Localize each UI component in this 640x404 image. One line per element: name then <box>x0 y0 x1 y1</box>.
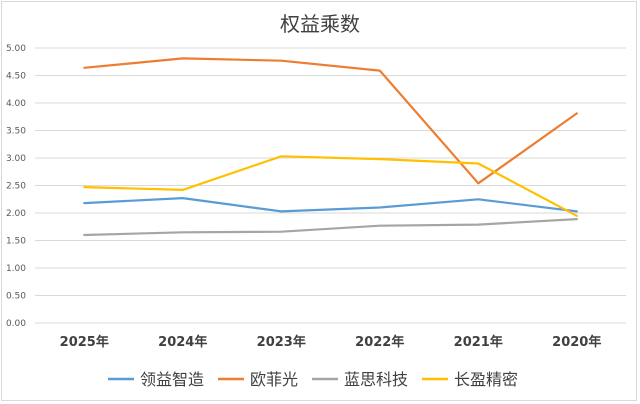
series-line <box>83 155 578 217</box>
y-tick-label: 2.00 <box>6 209 26 219</box>
legend-label: 欧菲光 <box>250 370 298 389</box>
y-tick-label: 3.50 <box>6 127 26 137</box>
x-tick-label: 2025年 <box>60 334 109 350</box>
y-tick-label: 3.00 <box>6 154 26 164</box>
series-line <box>83 218 578 237</box>
x-tick-label: 2021年 <box>454 334 503 350</box>
legend-label: 长盈精密 <box>454 370 518 389</box>
y-tick-label: 1.00 <box>6 264 26 274</box>
y-tick-label: 4.00 <box>6 99 26 109</box>
y-tick-label: 1.50 <box>6 237 26 247</box>
x-tick-label: 2023年 <box>257 334 306 350</box>
y-tick-label: 5.00 <box>6 44 26 54</box>
series-lines <box>83 57 578 237</box>
series-line <box>83 57 578 185</box>
series-line <box>83 197 578 213</box>
y-axis-ticks: 0.00 0.50 1.00 1.50 2.00 2.50 3.00 3.50 4.00 4.50… <box>6 44 26 329</box>
grid-lines <box>35 47 626 324</box>
y-tick-label: 4.50 <box>6 72 26 82</box>
x-tick-label: 2020年 <box>552 334 601 350</box>
legend-label: 领益智造 <box>140 370 204 389</box>
legend-label: 蓝思科技 <box>344 370 408 389</box>
chart-title: 权益乘数 <box>280 12 360 36</box>
y-tick-label: 0.00 <box>6 319 26 329</box>
y-tick-label: 2.50 <box>6 182 26 192</box>
x-axis-ticks: 2025年 2024年 2023年 2022年 2021年 2020年 <box>60 334 602 350</box>
legend: 领益智造 欧菲光 蓝思科技 长盈精密 <box>108 370 518 389</box>
x-tick-label: 2024年 <box>158 334 207 350</box>
y-tick-label: 0.50 <box>6 292 26 302</box>
x-tick-label: 2022年 <box>355 334 404 350</box>
